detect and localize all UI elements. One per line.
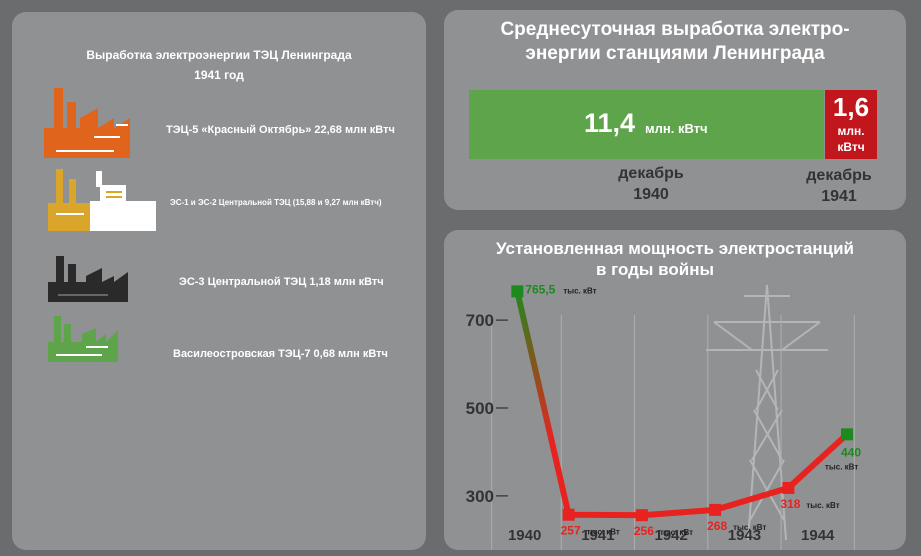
month-label-1940: декабрь 1940 <box>596 163 706 205</box>
factory-icon <box>48 169 156 231</box>
data-point <box>511 285 524 298</box>
bar-unit-1940: млн. кВтч <box>645 121 708 136</box>
bar-december-1941: 1,6 млн. кВтч <box>825 90 877 159</box>
data-point <box>709 503 722 516</box>
series-line <box>514 290 850 519</box>
data-label: 256 <box>634 524 654 538</box>
capacity-line-chart: 700 500 300 1940 1941 1942 1943 1944 765,5 тыс.… <box>466 282 861 550</box>
data-label: 318 <box>780 497 800 511</box>
year-1940: 1940 <box>633 186 669 203</box>
data-point <box>562 508 575 521</box>
data-point <box>841 428 854 441</box>
plant-label-2: ЭС-1 и ЭС-2 Центральной ТЭЦ (15,88 и 9,2… <box>170 198 382 207</box>
x-tick-label: 1943 <box>728 527 761 544</box>
month-1941: декабрь <box>806 167 872 184</box>
data-unit-label: тыс. кВт <box>825 462 858 471</box>
data-unit-label: тыс. кВт <box>587 528 620 537</box>
year-1941: 1941 <box>821 188 857 205</box>
factory-icon <box>44 88 130 158</box>
capacity-title-1: Установленная мощность электростанций <box>496 239 854 258</box>
data-label: 257 <box>561 524 581 538</box>
y-tick-label: 700 <box>466 311 494 330</box>
y-tick-label: 300 <box>466 487 494 506</box>
daily-output-panel: Среднесуточная выработка электро- энерги… <box>444 10 906 210</box>
daily-output-title-2: энергии станциями Ленинграда <box>525 43 825 64</box>
data-unit-label: тыс. кВт <box>563 286 596 295</box>
plants-panel: Выработка электроэнергии ТЭЦ Ленинграда … <box>12 12 426 550</box>
factory-icon <box>48 256 128 302</box>
bar-value-1940: 11,4 <box>584 108 636 138</box>
capacity-title-2: в годы войны <box>595 260 715 279</box>
month-label-1941: декабрь 1941 <box>794 165 884 207</box>
month-1940: декабрь <box>618 165 684 182</box>
data-unit-label: тыс. кВт <box>806 501 839 510</box>
plant-label-3: ЭС-3 Центральной ТЭЦ 1,18 млн кВтч <box>179 276 384 288</box>
data-unit-label: тыс. кВт <box>660 528 693 537</box>
factory-icon <box>48 316 118 362</box>
x-tick-label: 1944 <box>801 527 835 544</box>
bar-value-1941: 1,6 <box>832 92 870 122</box>
data-unit-label: тыс. кВт <box>733 523 766 532</box>
data-points: 765,5 тыс. кВт 257 тыс. кВт 256 тыс. кВт 268 ты… <box>511 282 861 538</box>
data-point <box>635 509 648 522</box>
x-tick-label: 1940 <box>508 527 541 544</box>
data-point <box>782 481 795 494</box>
y-tick-label: 500 <box>466 399 494 418</box>
bar-december-1940: 11,4 млн. кВтч <box>469 90 824 159</box>
x-axis: 1940 1941 1942 1943 1944 <box>508 527 835 544</box>
plants-year: 1941 год <box>194 68 244 82</box>
bar-unit-1941-a: млн. <box>837 124 865 138</box>
x-tick-label: 1941 <box>581 527 614 544</box>
data-label: 440 <box>841 445 861 459</box>
plant-label-4: Василеостровская ТЭЦ-7 0,68 млн кВтч <box>173 348 388 360</box>
data-label: 268 <box>707 519 727 533</box>
bar-unit-1941-b: кВтч <box>837 140 865 154</box>
daily-output-title-1: Среднесуточная выработка электро- <box>500 19 850 40</box>
plant-label-1: ТЭЦ-5 «Красный Октябрь» 22,68 млн кВтч <box>166 124 395 136</box>
x-tick-label: 1942 <box>654 527 687 544</box>
data-label: 765,5 <box>525 282 555 296</box>
capacity-panel: Установленная мощность электростанций в … <box>444 230 906 550</box>
plants-title: Выработка электроэнергии ТЭЦ Ленинграда <box>86 48 352 62</box>
y-axis: 700 500 300 <box>466 311 494 506</box>
